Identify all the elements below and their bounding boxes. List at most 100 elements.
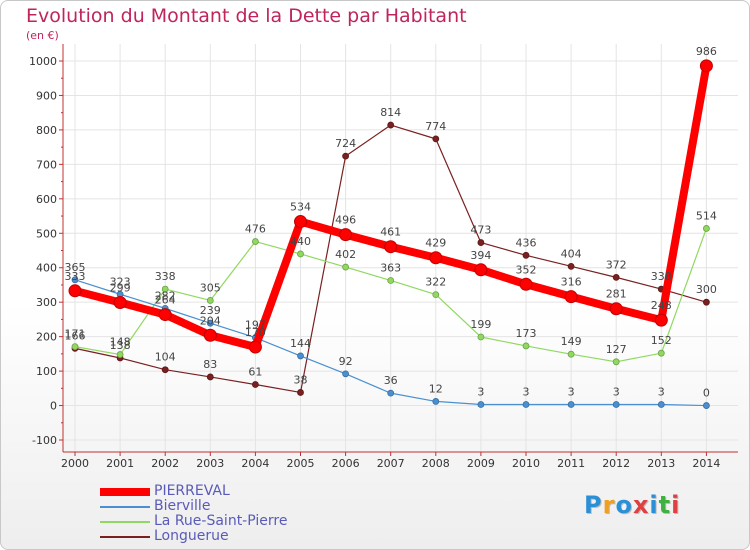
tick-label-y: 1000 [29,55,57,68]
data-point-pierreval [113,296,127,310]
data-label-bierville: 365 [65,261,86,274]
data-label-longuerue: 166 [65,329,86,342]
data-label-pierreval: 170 [245,326,266,339]
series-pierreval [68,59,713,354]
data-point-bierville [342,370,350,378]
data-point-longuerue [703,298,710,306]
tick-label-x: 2003 [196,457,224,470]
data-point-pierreval [564,290,578,304]
data-point-la-rue-saint-pierre [206,297,214,304]
legend-label: La Rue-Saint-Pierre [154,513,288,529]
tick-label-x: 2013 [647,457,675,470]
legend-swatch [100,536,150,538]
data-point-longuerue [206,373,214,381]
tick-label-x: 2002 [151,457,179,470]
data-label-bierville: 282 [155,289,176,302]
series-bierville [71,276,710,409]
data-label-la-rue-saint-pierre: 171 [65,328,86,341]
data-point-bierville [567,401,575,408]
data-label-bierville: 92 [339,355,353,368]
tick-label-y: 300 [36,296,57,309]
data-point-pierreval [699,59,713,73]
data-label-la-rue-saint-pierre: 173 [516,327,537,340]
data-label-pierreval: 496 [335,214,356,227]
tick-label-y: 0 [50,400,57,413]
data-label-la-rue-saint-pierre: 322 [425,276,446,289]
data-point-la-rue-saint-pierre [657,349,665,357]
data-label-pierreval: 461 [380,226,401,239]
data-point-bierville [703,402,710,409]
data-point-pierreval [68,284,82,298]
data-label-la-rue-saint-pierre: 305 [200,281,221,294]
data-point-pierreval [654,313,668,327]
data-point-la-rue-saint-pierre [251,238,259,245]
data-label-pierreval: 204 [200,314,221,327]
data-label-bierville: 197 [245,319,266,332]
data-point-la-rue-saint-pierre [703,225,710,232]
data-label-bierville: 36 [384,374,398,387]
tick-label-x: 2008 [422,457,450,470]
tick-label-x: 2007 [377,457,405,470]
data-label-longuerue: 372 [606,258,627,271]
data-label-bierville: 12 [429,382,443,395]
legend-swatch [100,488,150,496]
data-label-longuerue: 138 [110,339,131,352]
tick-label-x: 2011 [557,457,585,470]
data-label-bierville: 323 [110,275,131,288]
data-point-longuerue [477,239,485,246]
tick-label-x: 2014 [692,457,720,470]
data-point-la-rue-saint-pierre [612,358,620,366]
legend-label: Longuerue [154,528,229,544]
data-label-pierreval: 534 [290,201,311,214]
data-label-longuerue: 61 [248,366,262,379]
data-point-longuerue [297,389,304,396]
tick-label-y: 600 [36,193,57,206]
data-label-pierreval: 333 [65,270,86,283]
tick-label-y: 100 [36,365,57,378]
tick-label-y: 500 [36,227,57,240]
data-label-la-rue-saint-pierre: 402 [335,248,356,261]
data-label-pierreval: 299 [110,282,131,295]
data-label-la-rue-saint-pierre: 199 [470,318,491,331]
unit-label: (en €) [26,29,59,42]
chart-series [68,59,713,409]
tick-label-x: 2012 [602,457,630,470]
data-label-longuerue: 404 [561,247,582,260]
data-label-la-rue-saint-pierre: 476 [245,223,266,236]
data-label-pierreval: 394 [470,249,491,262]
tick-label-y: 200 [36,331,57,344]
data-label-bierville: 144 [290,337,311,350]
data-label-la-rue-saint-pierre: 149 [561,335,582,348]
legend-label: PIERREVAL [154,483,230,499]
data-label-la-rue-saint-pierre: 338 [155,270,176,283]
data-point-la-rue-saint-pierre [387,277,395,284]
legend-swatch [100,506,150,508]
data-label-longuerue: 774 [425,120,446,133]
data-point-pierreval [384,240,398,254]
data-label-pierreval: 352 [516,263,537,276]
data-point-la-rue-saint-pierre [567,350,575,358]
data-label-longuerue: 814 [380,106,401,119]
data-point-la-rue-saint-pierre [71,343,79,351]
data-point-la-rue-saint-pierre [116,351,124,358]
data-label-pierreval: 264 [155,294,176,307]
chart-data-labels: 166 138 104 83 61 38 724 814 774 473 436 404 372 338 3… [65,45,717,400]
data-label-pierreval: 248 [651,299,672,312]
data-point-bierville [612,401,620,408]
data-point-longuerue [432,135,440,143]
tick-label-y: 400 [36,262,57,275]
data-label-longuerue: 338 [651,270,672,283]
data-label-bierville: 239 [200,304,221,317]
data-label-longuerue: 83 [203,358,217,371]
tick-label-x: 2000 [61,457,89,470]
tick-label-y: -100 [32,434,57,447]
tick-label-x: 2001 [106,457,134,470]
data-label-longuerue: 436 [516,236,537,249]
data-label-la-rue-saint-pierre: 152 [651,334,672,347]
data-point-bierville [522,401,530,408]
data-label-longuerue: 104 [155,351,176,364]
tick-label-x: 2006 [332,457,360,470]
data-label-longuerue: 38 [294,373,308,386]
tick-label-x: 2005 [287,457,315,470]
data-point-pierreval [248,340,262,354]
